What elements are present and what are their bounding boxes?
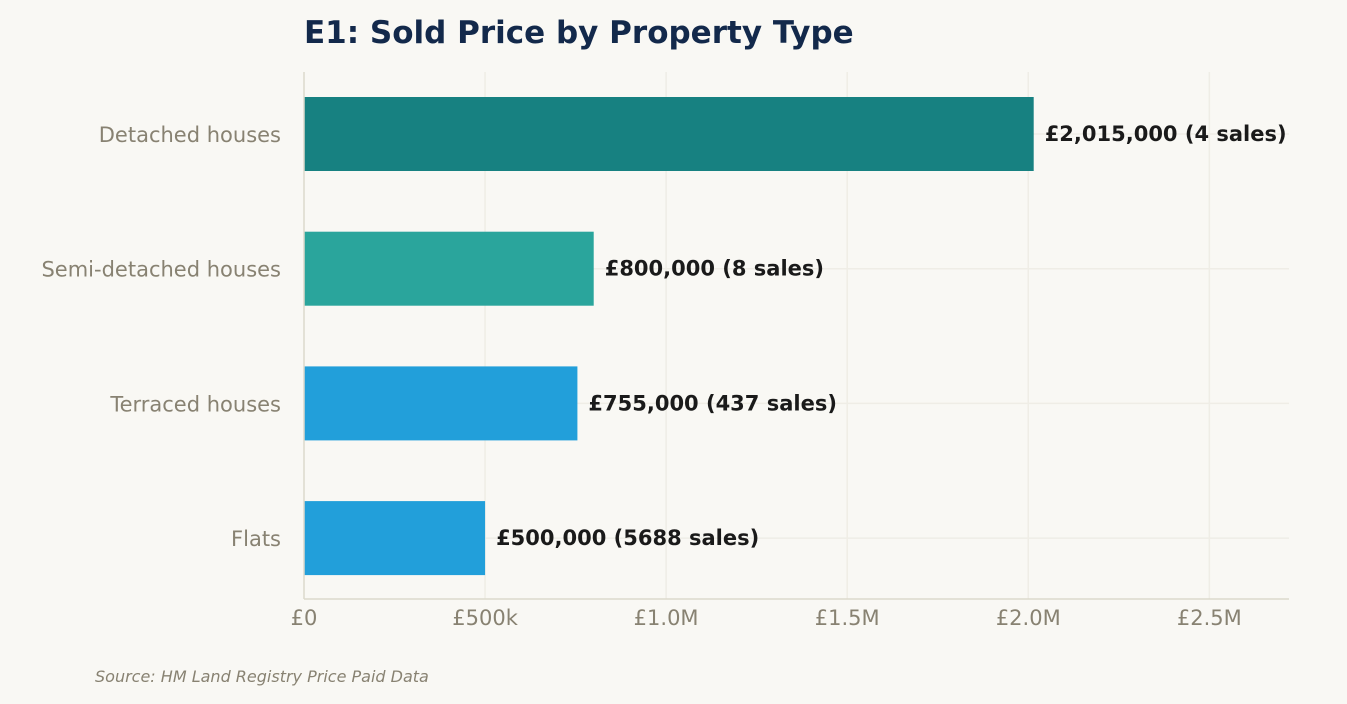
bars-layer: £2,015,000 (4 sales) £800,000 (8 sales) £7…: [304, 97, 1287, 576]
data-label: £500,000 (5688 sales): [496, 526, 759, 550]
source-note: Source: HM Land Registry Price Paid Data: [95, 667, 429, 686]
category-label: Flats: [231, 527, 281, 551]
x-tick-label: £2.0M: [996, 606, 1061, 630]
x-tick-label: £2.5M: [1177, 606, 1242, 630]
chart-title: E1: Sold Price by Property Type: [304, 15, 854, 51]
data-label: £755,000 (437 sales): [588, 391, 837, 415]
data-label: £800,000 (8 sales): [605, 257, 824, 281]
category-label: Detached houses: [99, 123, 281, 147]
category-label: Semi-detached houses: [41, 258, 281, 282]
x-tick-label: £1.5M: [815, 606, 880, 630]
bar: [304, 501, 486, 576]
category-label: Terraced houses: [109, 392, 281, 416]
x-tick-label: £500k: [452, 606, 518, 630]
data-label: £2,015,000 (4 sales): [1045, 122, 1287, 146]
x-tick-label: £0: [291, 606, 318, 630]
bar: [304, 366, 578, 441]
bar: [304, 231, 594, 306]
axis-layer: Detached houses Semi-detached houses Terra…: [41, 72, 1289, 630]
x-tick-label: £1.0M: [634, 606, 699, 630]
bar: [304, 97, 1034, 171]
